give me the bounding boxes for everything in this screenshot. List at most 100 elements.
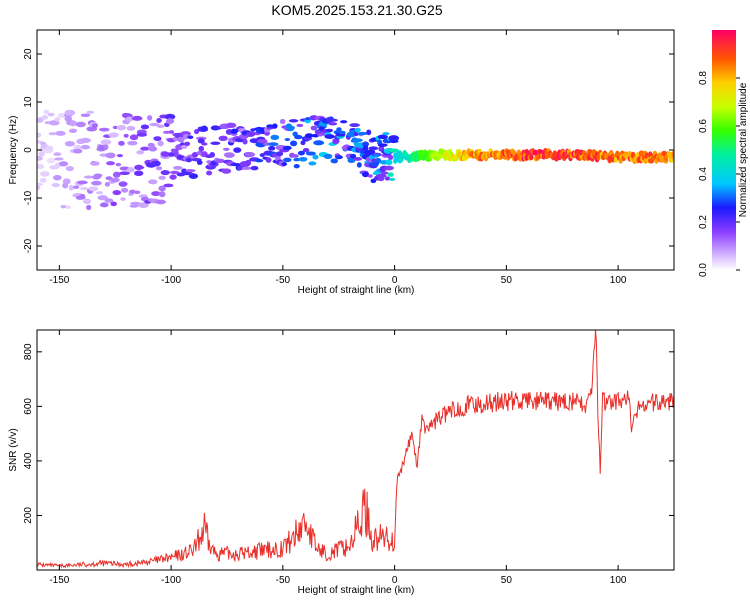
bottom-y-tick-label: 600 — [23, 398, 34, 415]
top-x-tick-label: 0 — [392, 275, 398, 286]
heatmap-cell — [43, 109, 50, 115]
colorbar-tick-label: 0.6 — [698, 119, 709, 133]
heatmap-cell — [286, 126, 295, 132]
heatmap-cell — [88, 186, 99, 192]
heatmap-cell — [367, 174, 373, 178]
heatmap-cell — [160, 169, 170, 176]
heatmap-cell — [210, 141, 221, 146]
heatmap-cell — [38, 150, 45, 157]
heatmap-cell — [284, 137, 291, 142]
heatmap-cell — [79, 186, 89, 191]
heatmap-cell — [180, 144, 188, 149]
heatmap-cell — [300, 140, 306, 146]
heatmap-cell — [225, 122, 237, 129]
top-x-tick-label: 50 — [501, 275, 513, 286]
heatmap-cell — [671, 150, 674, 157]
heatmap-cell — [95, 191, 104, 195]
heatmap-cell — [275, 151, 284, 157]
bottom-x-axis-label: Height of straight line (km) — [298, 585, 415, 596]
heatmap-cell — [382, 132, 390, 136]
heatmap-cell — [129, 134, 139, 141]
heatmap-cell — [221, 168, 232, 174]
heatmap-cell — [305, 151, 316, 156]
heatmap-cell — [387, 172, 394, 177]
heatmap-cell — [177, 136, 185, 143]
heatmap-cell — [185, 169, 196, 173]
top-y-ticks: -20 -10 0 10 20 — [23, 48, 674, 253]
chart-title: KOM5.2025.153.21.30.G25 — [271, 2, 442, 18]
heatmap-cell — [115, 162, 122, 167]
heatmap-cell — [91, 180, 102, 186]
top-y-tick-label: 20 — [23, 48, 34, 60]
heatmap-cell — [184, 141, 191, 147]
heatmap-cell — [156, 117, 162, 124]
heatmap-cell — [149, 122, 160, 127]
heatmap-cell — [350, 129, 357, 134]
heatmap-cell — [231, 128, 237, 134]
snr-frame — [36, 329, 675, 571]
heatmap-cell — [340, 120, 348, 124]
heatmap-cell — [281, 162, 288, 166]
top-y-tick-label: 10 — [23, 96, 34, 108]
heatmap-cell — [272, 123, 278, 129]
snr-series-line — [36, 329, 675, 569]
bottom-y-tick-label: 800 — [23, 343, 34, 360]
top-y-tick-label: -10 — [23, 190, 34, 205]
bottom-x-ticks: -150 -100 -50 0 50 100 — [49, 330, 627, 586]
heatmap-cell — [133, 170, 144, 177]
heatmap-cell — [123, 133, 129, 138]
top-y-axis-label: Frequency (Hz) — [8, 116, 19, 185]
heatmap-cell — [313, 140, 325, 146]
heatmap-cell — [65, 205, 72, 210]
colorbar-tick-label: 0.4 — [698, 167, 709, 181]
heatmap-cell — [112, 189, 122, 196]
snr-panel: -150 -100 -50 0 50 100 200 400 600 800 Height of… — [8, 329, 675, 596]
heatmap-cell — [385, 159, 393, 166]
heatmap-cell — [384, 165, 394, 171]
heatmap-cell — [118, 181, 128, 187]
heatmap-cell — [173, 165, 183, 170]
heatmap-cell — [353, 157, 363, 161]
heatmap-cell — [185, 157, 193, 163]
heatmap-cell — [155, 199, 167, 205]
heatmap-cell — [336, 127, 342, 132]
heatmap-cell — [60, 204, 67, 209]
heatmap-cell — [242, 138, 248, 145]
heatmap-cell — [136, 132, 148, 137]
heatmap-cell — [165, 118, 175, 125]
heatmap-cell — [86, 110, 94, 114]
heatmap-cell — [37, 117, 44, 123]
heatmap-cell — [73, 144, 82, 151]
heatmap-cell — [106, 161, 115, 166]
heatmap-cell — [68, 184, 75, 191]
heatmap-cell — [454, 155, 459, 162]
heatmap-cell — [169, 170, 180, 175]
heatmap-cell — [147, 115, 153, 121]
heatmap-cell — [120, 197, 126, 201]
heatmap-cell — [118, 140, 125, 146]
heatmap-cell — [328, 122, 338, 126]
heatmap-cell — [312, 154, 319, 160]
heatmap-cell — [148, 179, 158, 185]
heatmap-cell — [68, 128, 78, 133]
heatmap-cell — [126, 125, 136, 131]
heatmap-cell — [39, 171, 50, 177]
heatmap-cell — [233, 147, 242, 153]
heatmap-cell — [289, 140, 298, 147]
colorbar-tick-label: 0.0 — [698, 263, 709, 277]
heatmap-cell — [150, 160, 161, 167]
heatmap-cell — [197, 138, 205, 144]
heatmap-cell — [356, 131, 368, 136]
heatmap-cell — [54, 157, 64, 161]
heatmap-cell — [80, 144, 91, 150]
colorbar-tick-label: 0.2 — [698, 215, 709, 229]
heatmap-cell — [206, 170, 213, 176]
heatmap-cell — [245, 159, 252, 166]
heatmap-cell — [136, 150, 145, 155]
heatmap-cell — [356, 162, 362, 168]
heatmap-cell — [52, 174, 62, 181]
heatmap-cell — [100, 139, 112, 145]
heatmap-cell — [131, 115, 143, 121]
heatmap-cell — [116, 153, 124, 158]
